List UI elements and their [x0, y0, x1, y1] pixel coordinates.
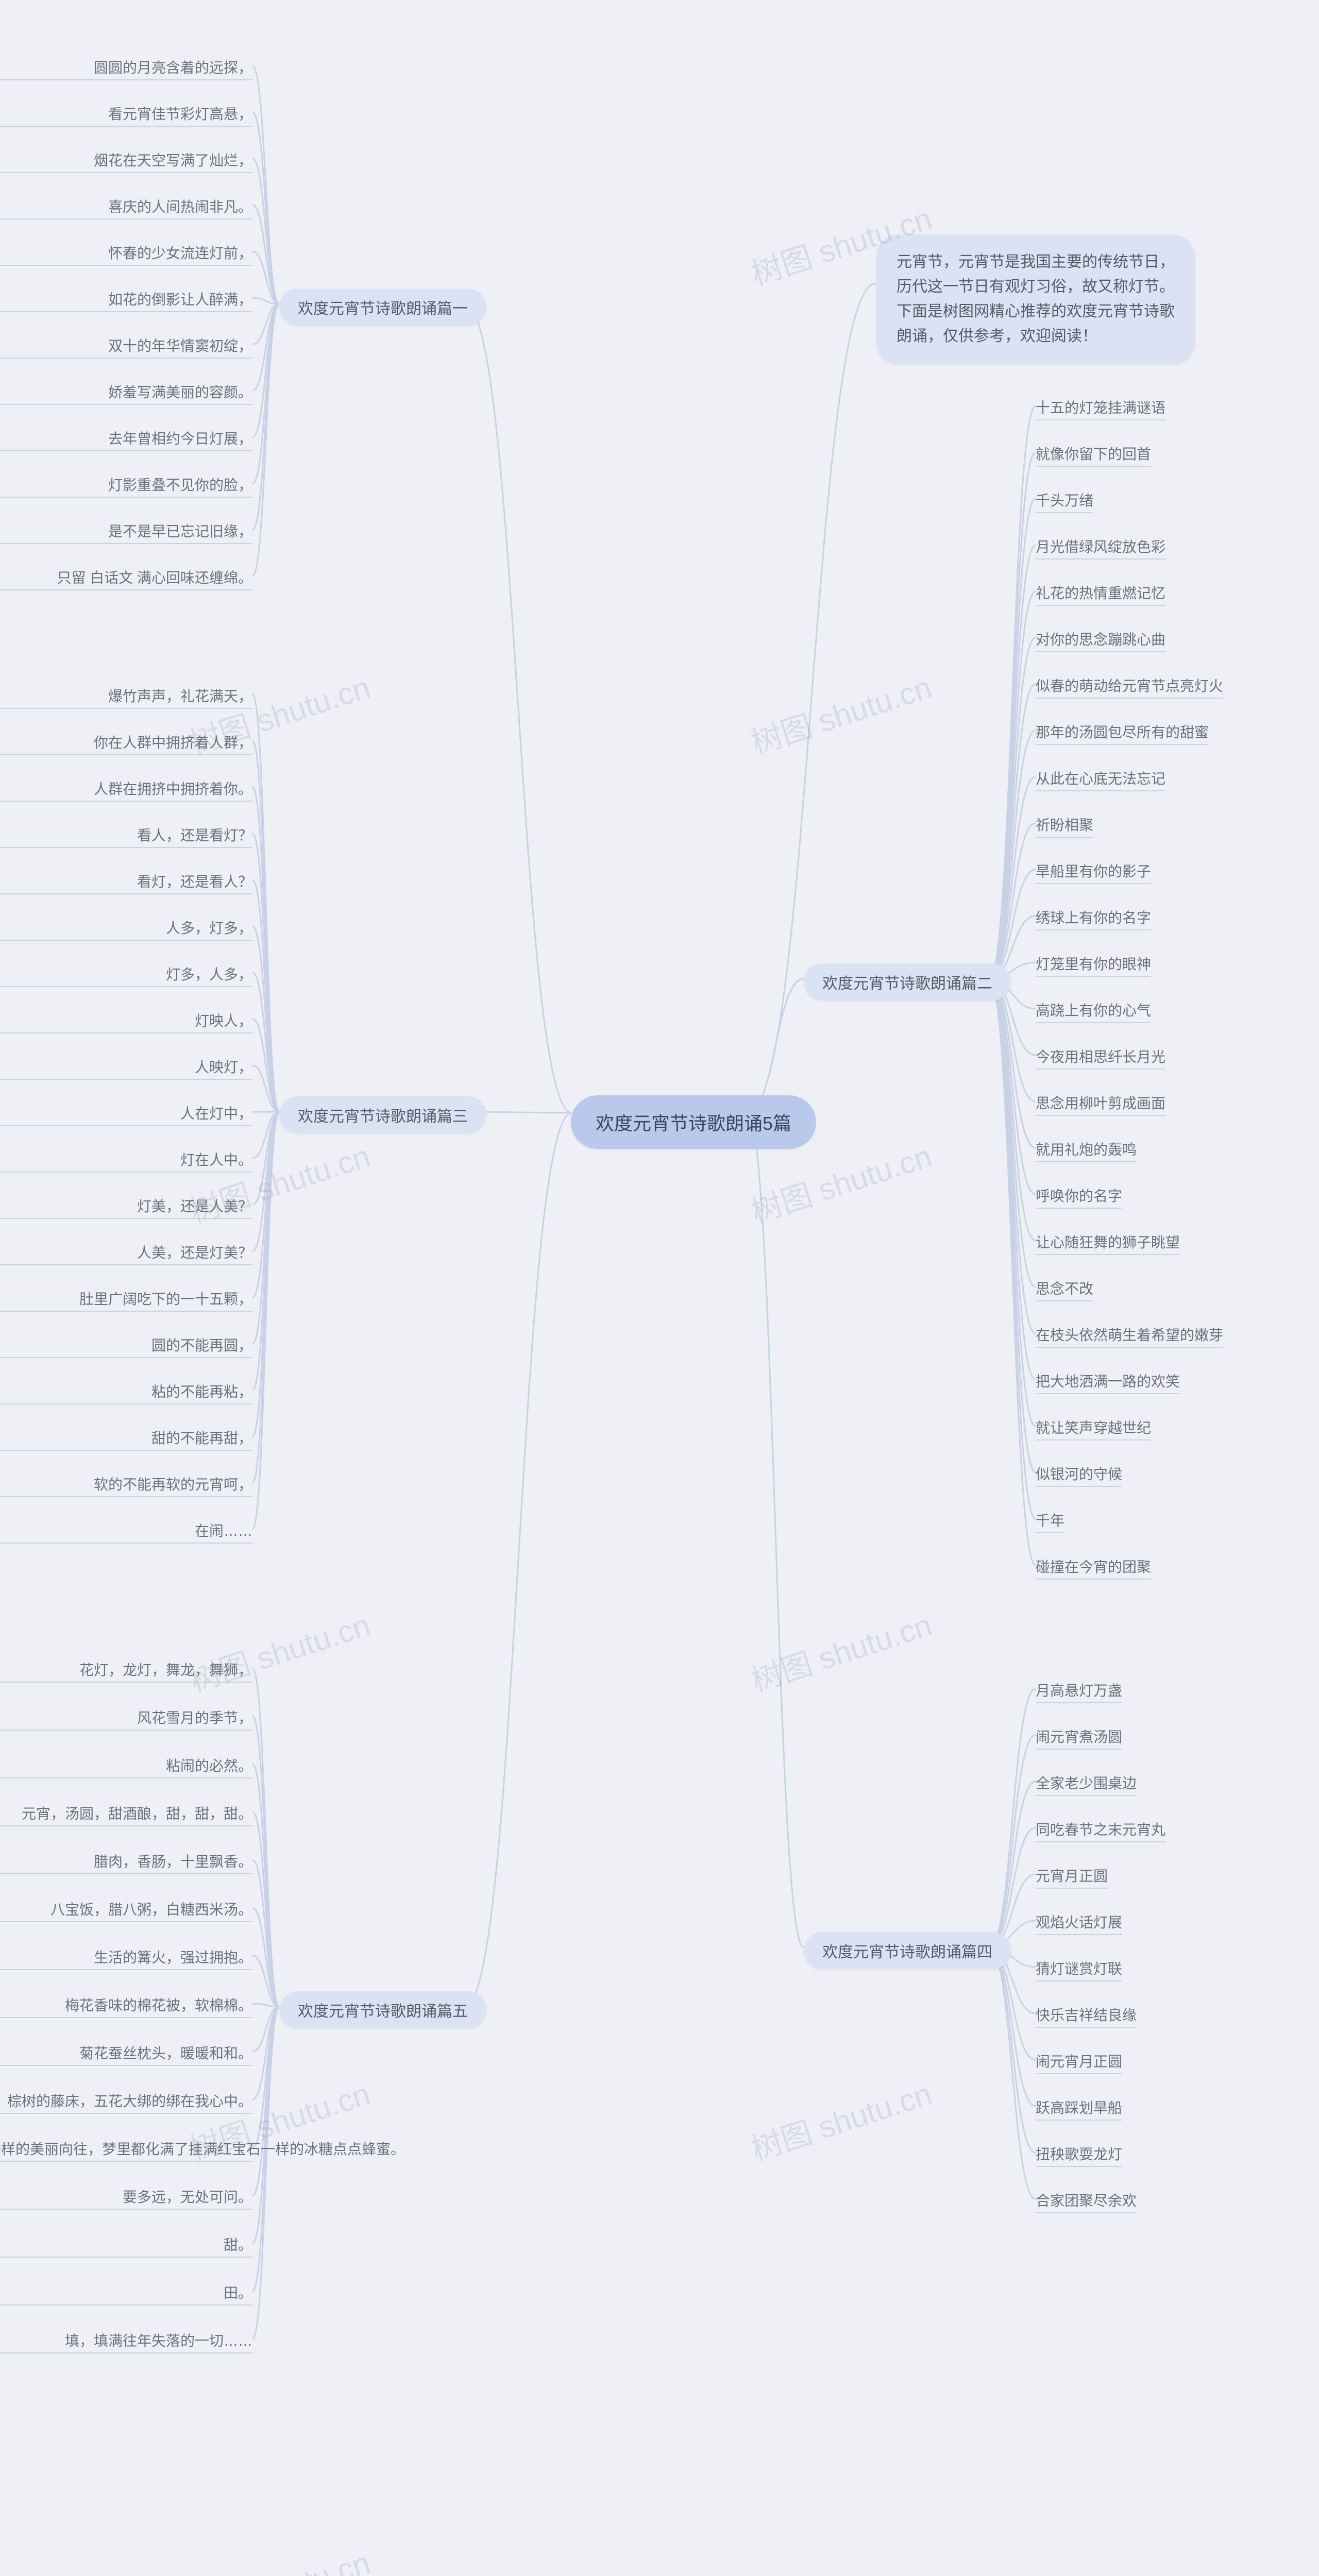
leaf: 今夜用相思纤长月光 — [1036, 1046, 1165, 1066]
leaf: 快乐吉祥结良缘 — [1036, 2004, 1137, 2025]
leaf: 月高悬灯万盏 — [1036, 1680, 1122, 1700]
leaf: 甜的不能再甜， — [0, 1427, 252, 1448]
leaf: 人在灯中， — [0, 1103, 252, 1123]
leaf: 人多，灯多， — [0, 917, 252, 938]
leaf: 棕树的藤床，五花大绑的绑在我心中。 — [0, 2090, 252, 2111]
leaf: 看元宵佳节彩灯高悬， — [0, 103, 252, 124]
leaf: 看灯，还是看人？ — [0, 871, 252, 891]
leaf: 双十的年华情窦初绽， — [0, 335, 252, 355]
leaf: 在闹…… — [0, 1520, 252, 1540]
leaf: 怀春的少女流连灯前， — [0, 242, 252, 263]
leaf: 绣球上有你的名字 — [1036, 907, 1151, 927]
leaf: 那年的汤圆包尽所有的甜蜜 — [1036, 721, 1209, 742]
leaf: 千年 — [1036, 1510, 1064, 1530]
leaf: 灯在人中。 — [0, 1149, 252, 1170]
leaf: 同吃春节之末元宵丸 — [1036, 1819, 1165, 1839]
leaf: 就让笑声穿越世纪 — [1036, 1417, 1151, 1437]
leaf: 烟花在天空写满了灿烂， — [0, 149, 252, 170]
leaf: 要多远，无处可问。 — [0, 2186, 252, 2207]
leaf: 元宵，汤圆，甜酒酿，甜，甜，甜。 — [0, 1803, 252, 1823]
leaf: 从此在心底无法忘记 — [1036, 768, 1165, 788]
leaf: 只留 白话文 满心回味还缠绵。 — [0, 567, 252, 587]
leaf: 八宝饭，腊八粥，白糖西米汤。 — [0, 1899, 252, 1919]
leaf: 在枝头依然萌生着希望的嫩芽 — [1036, 1324, 1223, 1345]
leaf: 似银河的守候 — [1036, 1463, 1122, 1484]
leaf: 元宵月正圆 — [1036, 1865, 1108, 1886]
leaf: 腊肉，香肠，十里飘香。 — [0, 1851, 252, 1871]
leaf: 祈盼相聚 — [1036, 814, 1093, 835]
branch-b1[interactable]: 欢度元宵节诗歌朗诵篇一 — [279, 289, 486, 326]
leaf: 梅花香味的棉花被，软棉棉。 — [0, 1994, 252, 2015]
leaf: 跃高踩划旱船 — [1036, 2097, 1122, 2117]
watermark: 树图 shutu.cn — [745, 1600, 937, 1701]
center-topic[interactable]: 欢度元宵节诗歌朗诵5篇 — [571, 1095, 816, 1149]
watermark: 树图 shutu.cn — [745, 663, 937, 763]
leaf: 碰撞在今宵的团聚 — [1036, 1556, 1151, 1577]
branch-b4[interactable]: 欢度元宵节诗歌朗诵篇四 — [804, 1932, 1011, 1969]
leaf: 人美，还是灯美？ — [0, 1242, 252, 1262]
leaf: 思念不改 — [1036, 1278, 1093, 1298]
leaf: 合家团聚尽余欢 — [1036, 2190, 1137, 2210]
watermark: 树图 shutu.cn — [183, 1600, 375, 1701]
leaf: 人群在拥挤中拥挤着你。 — [0, 778, 252, 799]
watermark: 树图 shutu.cn — [183, 2538, 375, 2576]
leaf: 生活的篝火，强过拥抱。 — [0, 1946, 252, 1967]
leaf: 看人，还是看灯？ — [0, 824, 252, 845]
leaf: 礼花的热情重燃记忆 — [1036, 582, 1165, 603]
leaf: 旱船里有你的影子 — [1036, 860, 1151, 881]
leaf: 全家老少围桌边 — [1036, 1772, 1137, 1793]
leaf: 田。 — [0, 2282, 252, 2302]
leaf: 风花雪月的季节， — [0, 1707, 252, 1727]
leaf: 就用礼炮的轰鸣 — [1036, 1139, 1137, 1159]
branch-b5[interactable]: 欢度元宵节诗歌朗诵篇五 — [279, 1991, 486, 2028]
leaf: 千头万绪 — [1036, 489, 1093, 510]
leaf: 月光借绿风绽放色彩 — [1036, 536, 1165, 556]
leaf: 闹元宵煮汤圆 — [1036, 1726, 1122, 1747]
leaf: 把大地洒满一路的欢笑 — [1036, 1370, 1180, 1391]
leaf: 动画片一样的美丽向往，梦里都化满了挂满红宝石一样的冰糖点点蜂蜜。 — [0, 2138, 252, 2159]
leaf: 粘的不能再粘， — [0, 1381, 252, 1401]
leaf: 十五的灯笼挂满谜语 — [1036, 397, 1165, 417]
leaf: 灯影重叠不见你的脸， — [0, 474, 252, 495]
leaf: 思念用柳叶剪成画面 — [1036, 1092, 1165, 1113]
leaf: 让心随狂舞的狮子眺望 — [1036, 1231, 1180, 1252]
leaf: 软的不能再软的元宵呵， — [0, 1473, 252, 1494]
leaf: 灯美，还是人美？ — [0, 1195, 252, 1216]
leaf: 去年曾相约今日灯展， — [0, 428, 252, 448]
leaf: 圆的不能再圆， — [0, 1334, 252, 1355]
leaf: 娇羞写满美丽的容颜。 — [0, 381, 252, 402]
leaf: 花灯，龙灯，舞龙，舞狮， — [0, 1659, 252, 1680]
leaf: 呼唤你的名字 — [1036, 1185, 1122, 1206]
branch-b3[interactable]: 欢度元宵节诗歌朗诵篇三 — [279, 1096, 486, 1133]
leaf: 甜。 — [0, 2234, 252, 2255]
leaf: 菊花蚕丝枕头，暖暖和和。 — [0, 2042, 252, 2063]
watermark: 树图 shutu.cn — [183, 1131, 375, 1232]
leaf: 灯笼里有你的眼神 — [1036, 953, 1151, 974]
leaf: 喜庆的人间热闹非凡。 — [0, 196, 252, 216]
leaf: 猜灯谜赏灯联 — [1036, 1958, 1122, 1978]
intro-paragraph: 元宵节，元宵节是我国主要的传统节日，历代这一节日有观灯习俗，故又称灯节。下面是树… — [876, 234, 1195, 364]
leaf: 灯映人， — [0, 1010, 252, 1030]
leaf: 如花的倒影让人醉满， — [0, 289, 252, 309]
leaf: 肚里广阔吃下的一十五颗， — [0, 1288, 252, 1309]
leaf: 高跷上有你的心气 — [1036, 999, 1151, 1020]
leaf: 人映灯， — [0, 1056, 252, 1077]
leaf: 对你的思念蹦跳心曲 — [1036, 629, 1165, 649]
leaf: 似春的萌动给元宵节点亮灯火 — [1036, 675, 1223, 696]
leaf: 观焰火话灯展 — [1036, 1911, 1122, 1932]
leaf: 就像你留下的回首 — [1036, 443, 1151, 464]
leaf: 是不是早已忘记旧缘， — [0, 520, 252, 541]
leaf: 灯多，人多， — [0, 963, 252, 984]
leaf: 粘闹的必然。 — [0, 1755, 252, 1775]
leaf: 爆竹声声，礼花满天， — [0, 685, 252, 706]
leaf: 你在人群中拥挤着人群， — [0, 732, 252, 752]
branch-b2[interactable]: 欢度元宵节诗歌朗诵篇二 — [804, 963, 1011, 1001]
leaf: 扭秧歌耍龙灯 — [1036, 2143, 1122, 2164]
leaf: 填，填满往年失落的一切…… — [0, 2330, 252, 2350]
leaf: 圆圆的月亮含着的远探， — [0, 57, 252, 77]
watermark: 树图 shutu.cn — [745, 2069, 937, 2170]
leaf: 闹元宵月正圆 — [1036, 2050, 1122, 2071]
